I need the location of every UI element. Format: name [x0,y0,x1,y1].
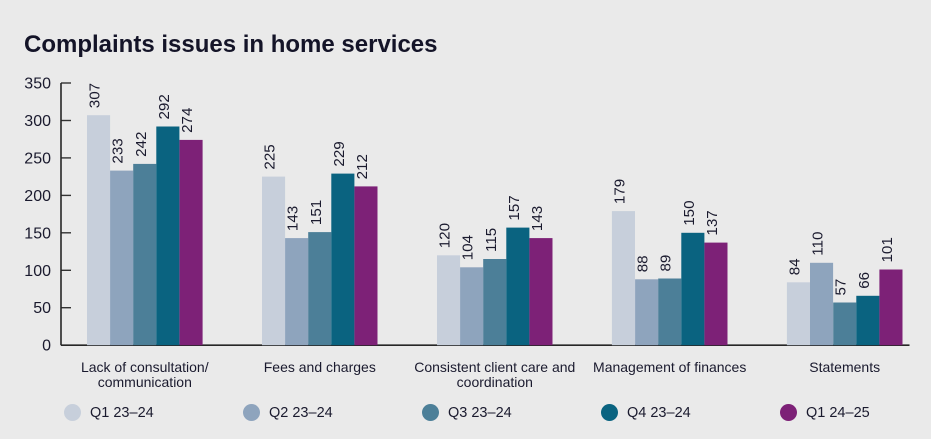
svg-text:242: 242 [133,132,150,157]
svg-text:229: 229 [331,141,348,166]
svg-text:84: 84 [787,258,804,275]
svg-text:66: 66 [856,272,873,289]
svg-text:57: 57 [833,279,850,296]
svg-text:157: 157 [506,195,523,220]
svg-text:200: 200 [24,188,51,205]
svg-text:100: 100 [24,263,51,280]
svg-text:179: 179 [612,179,629,204]
svg-text:89: 89 [658,255,675,272]
svg-text:communication: communication [98,374,192,390]
svg-text:307: 307 [87,83,104,108]
svg-text:292: 292 [156,94,173,119]
svg-text:104: 104 [460,235,477,260]
svg-text:88: 88 [635,255,652,272]
svg-text:274: 274 [179,108,196,133]
svg-text:233: 233 [110,138,127,163]
svg-text:137: 137 [704,210,721,235]
svg-text:0: 0 [42,338,51,355]
svg-text:Management of finances: Management of finances [593,359,746,375]
svg-text:Lack of consultation/: Lack of consultation/ [81,359,209,375]
svg-text:212: 212 [354,154,371,179]
svg-text:120: 120 [437,223,454,248]
svg-text:250: 250 [24,150,51,167]
svg-text:Consistent client care and: Consistent client care and [414,359,575,375]
svg-text:225: 225 [262,144,279,169]
svg-text:Statements: Statements [809,359,880,375]
svg-text:143: 143 [529,206,546,231]
svg-text:Fees and charges: Fees and charges [264,359,376,375]
svg-text:150: 150 [681,200,698,225]
svg-text:150: 150 [24,225,51,242]
svg-text:50: 50 [33,300,51,317]
svg-text:115: 115 [483,228,500,252]
svg-text:coordination: coordination [457,374,533,390]
svg-text:143: 143 [285,206,302,231]
svg-text:110: 110 [810,232,827,256]
svg-text:151: 151 [308,200,325,225]
svg-text:300: 300 [24,113,51,130]
svg-text:350: 350 [24,76,51,93]
svg-text:101: 101 [879,237,896,262]
